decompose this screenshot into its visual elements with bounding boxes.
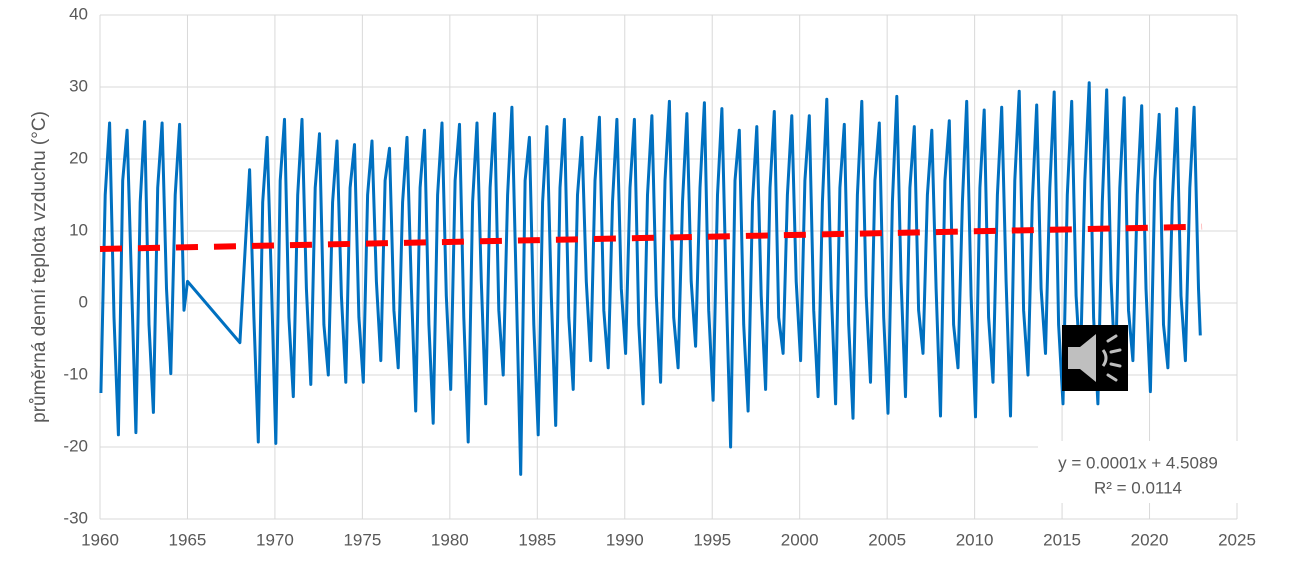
- x-tick-label: 2015: [1043, 530, 1081, 549]
- trend-line: [99, 223, 1203, 252]
- x-tick-label: 1975: [343, 530, 381, 549]
- y-tick-label: 20: [69, 148, 88, 167]
- x-tick-label: 2000: [781, 530, 819, 549]
- x-tick-label: 1990: [606, 530, 644, 549]
- y-tick-label: -20: [63, 436, 88, 455]
- speaker-icon[interactable]: [1062, 325, 1128, 391]
- x-tick-label: 1960: [81, 530, 119, 549]
- x-tick-label: 1985: [518, 530, 556, 549]
- x-tick-label: 2025: [1218, 530, 1256, 549]
- y-tick-label: 30: [69, 76, 88, 95]
- x-tick-label: 2020: [1131, 530, 1169, 549]
- annotation-box: [1038, 441, 1238, 503]
- data-line: [99, 81, 1202, 476]
- y-tick-label: 0: [79, 292, 88, 311]
- y-tick-label: -30: [63, 508, 88, 527]
- y-tick-label: 40: [69, 4, 88, 23]
- x-tick-label: 1980: [431, 530, 469, 549]
- x-tick-label: 2010: [956, 530, 994, 549]
- y-tick-label: -10: [63, 364, 88, 383]
- x-tick-label: 1965: [169, 530, 207, 549]
- y-axis-label: průměrná denní teplota vzduchu (°C): [29, 111, 50, 423]
- trend-equation: R² = 0.0114: [1094, 478, 1182, 497]
- y-tick-label: 10: [69, 220, 88, 239]
- x-tick-label: 1995: [693, 530, 731, 549]
- x-tick-label: 2005: [868, 530, 906, 549]
- x-tick-label: 1970: [256, 530, 294, 549]
- trend-equation: y = 0.0001x + 4.5089: [1058, 453, 1218, 472]
